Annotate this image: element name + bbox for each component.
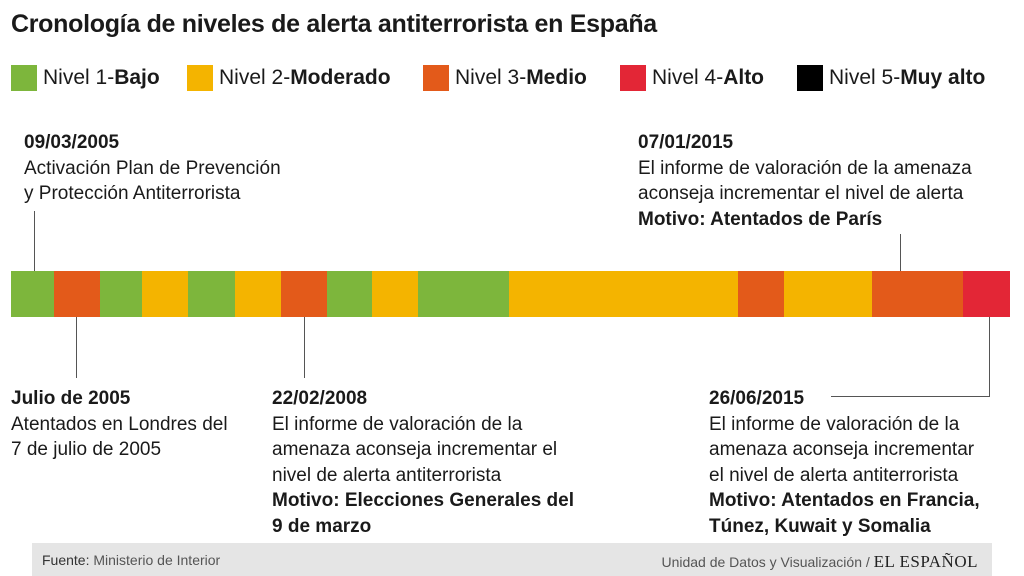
timeline-segment-level-3 bbox=[872, 271, 963, 317]
annotation-2015-06: 26/06/2015 El informe de valoración de l… bbox=[709, 386, 980, 539]
annotation-text-line: el nivel de alerta antiterrorista bbox=[709, 464, 959, 486]
legend-swatch-level-4 bbox=[620, 65, 646, 91]
footer-source-value: Ministerio de Interior bbox=[93, 552, 221, 568]
legend-label-level-5: Muy alto bbox=[900, 66, 986, 89]
footer-credit: Unidad de Datos y Visualización / EL ESP… bbox=[661, 552, 978, 572]
legend-prefix-level-5: Nivel 5- bbox=[829, 66, 901, 89]
legend-item-level-2: Nivel 2- Moderado bbox=[187, 63, 391, 93]
legend-swatch-level-2 bbox=[187, 65, 213, 91]
legend-prefix-level-4: Nivel 4- bbox=[652, 66, 724, 89]
annotation-text-line: El informe de valoración de la bbox=[709, 413, 960, 435]
connector-line-2008 bbox=[304, 317, 305, 378]
timeline-segment-level-1 bbox=[100, 271, 142, 317]
connector-line-2015-06-horizontal bbox=[831, 396, 990, 397]
legend-item-level-3: Nivel 3- Medio bbox=[423, 63, 587, 93]
annotation-motive: Motivo: Elecciones Generales del bbox=[272, 490, 574, 511]
annotation-text-line: aconseja incrementar el nivel de alerta bbox=[638, 183, 964, 204]
annotation-2005-03: 09/03/2005 Activación Plan de Prevención… bbox=[24, 130, 281, 207]
timeline-segment-level-1 bbox=[188, 271, 235, 317]
footer-source: Fuente: Ministerio de Interior bbox=[42, 552, 220, 568]
annotation-text-line: amenaza aconseja incrementar bbox=[709, 439, 975, 460]
timeline-segment-level-1 bbox=[418, 271, 509, 317]
timeline-bar bbox=[11, 271, 1014, 317]
timeline-segment-level-1 bbox=[327, 271, 372, 317]
legend-item-level-5: Nivel 5- Muy alto bbox=[797, 63, 985, 93]
footer-credit-text: Unidad de Datos y Visualización / bbox=[661, 554, 870, 570]
annotation-date: 09/03/2005 bbox=[24, 132, 120, 153]
annotation-2015-01: 07/01/2015 El informe de valoración de l… bbox=[638, 130, 972, 232]
timeline-segment-level-2 bbox=[235, 271, 281, 317]
legend-prefix-level-1: Nivel 1- bbox=[43, 66, 115, 89]
footer-source-label: Fuente: bbox=[42, 552, 90, 568]
connector-line-2005-03 bbox=[34, 211, 35, 271]
annotation-date: 26/06/2015 bbox=[709, 388, 805, 409]
annotation-date: 07/01/2015 bbox=[638, 132, 734, 153]
annotation-2005-07: Julio de 2005 Atentados en Londres del 7… bbox=[11, 386, 228, 463]
legend-label-level-1: Bajo bbox=[114, 66, 160, 89]
timeline-segment-level-3 bbox=[281, 271, 327, 317]
annotation-motive: Motivo: Atentados en Francia, bbox=[709, 490, 980, 511]
legend-label-level-2: Moderado bbox=[290, 66, 391, 89]
annotation-date: Julio de 2005 bbox=[11, 388, 131, 409]
annotation-text-line: nivel de alerta antiterrorista bbox=[272, 464, 502, 486]
timeline-segment-level-3 bbox=[738, 271, 784, 317]
annotation-text-line: Activación Plan de Prevención bbox=[24, 157, 281, 179]
timeline-segment-level-3 bbox=[54, 271, 100, 317]
legend-item-level-1: Nivel 1- Bajo bbox=[11, 63, 160, 93]
legend-label-level-4: Alto bbox=[723, 66, 765, 89]
legend-swatch-level-5 bbox=[797, 65, 823, 91]
legend-swatch-level-3 bbox=[423, 65, 449, 91]
legend-prefix-level-3: Nivel 3- bbox=[455, 66, 527, 89]
timeline-segment-level-2 bbox=[784, 271, 872, 317]
legend-prefix-level-2: Nivel 2- bbox=[219, 66, 291, 89]
annotation-date: 22/02/2008 bbox=[272, 388, 368, 409]
annotation-text-line: El informe de valoración de la bbox=[272, 413, 523, 435]
annotation-motive: Túnez, Kuwait y Somalia bbox=[709, 515, 931, 537]
annotation-2008-02: 22/02/2008 El informe de valoración de l… bbox=[272, 386, 574, 539]
legend-label-level-3: Medio bbox=[526, 66, 587, 89]
timeline-segment-level-1 bbox=[11, 271, 54, 317]
annotation-motive: Motivo: Atentados de París bbox=[638, 208, 883, 230]
timeline-segment-level-4 bbox=[963, 271, 1010, 317]
annotation-text-line: Atentados en Londres del bbox=[11, 413, 228, 435]
timeline-segment-level-2 bbox=[142, 271, 188, 317]
annotation-text-line: amenaza aconseja incrementar el bbox=[272, 439, 558, 460]
publisher-logo: EL ESPAÑOL bbox=[873, 552, 978, 571]
annotation-motive: 9 de marzo bbox=[272, 515, 372, 537]
connector-line-2005-07 bbox=[76, 317, 77, 378]
timeline-segment-level-2 bbox=[509, 271, 738, 317]
annotation-text-line: El informe de valoración de la amenaza bbox=[638, 157, 972, 179]
connector-line-2015-01 bbox=[900, 234, 901, 271]
footer: Fuente: Ministerio de Interior Unidad de… bbox=[32, 543, 992, 576]
legend: Nivel 1- Bajo Nivel 2- Moderado Nivel 3-… bbox=[0, 63, 1024, 93]
timeline-segment-level-2 bbox=[372, 271, 418, 317]
annotation-text-line: y Protección Antiterrorista bbox=[24, 183, 241, 204]
connector-line-2015-06-vertical bbox=[989, 317, 990, 397]
legend-swatch-level-1 bbox=[11, 65, 37, 91]
chart-title: Cronología de niveles de alerta antiterr… bbox=[11, 10, 657, 38]
legend-item-level-4: Nivel 4- Alto bbox=[620, 63, 764, 93]
annotation-text-line: 7 de julio de 2005 bbox=[11, 439, 162, 460]
